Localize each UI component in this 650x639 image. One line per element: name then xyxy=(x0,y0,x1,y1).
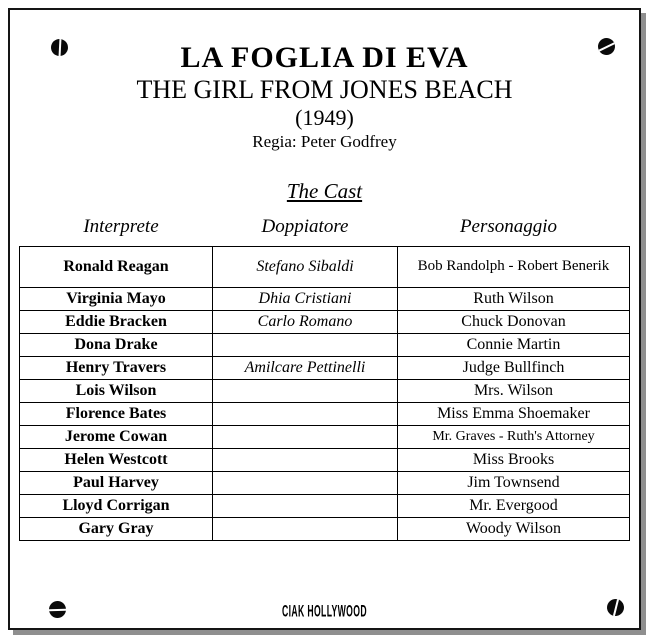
screw-bottom-right-icon xyxy=(605,597,626,618)
actor-cell: Eddie Bracken xyxy=(19,310,213,334)
dubber-cell xyxy=(212,379,398,403)
actor-cell: Florence Bates xyxy=(19,402,213,426)
table-row: Lloyd Corrigan Mr. Evergood xyxy=(19,494,630,518)
dubber-cell: Stefano Sibaldi xyxy=(212,246,398,288)
cast-column-headers: Interprete Doppiatore Personaggio xyxy=(27,216,622,238)
character-cell: Miss Emma Shoemaker xyxy=(397,402,630,426)
italian-title: LA FOGLIA DI EVA xyxy=(180,41,469,74)
cast-table: Ronald Reagan Stefano Sibaldi Bob Randol… xyxy=(19,246,630,541)
director-credit: Regia: Peter Godfrey xyxy=(252,132,397,151)
character-cell: Miss Brooks xyxy=(397,448,630,472)
character-cell: Ruth Wilson xyxy=(397,287,630,311)
column-header-doppiatore: Doppiatore xyxy=(261,216,349,237)
table-row: Florence Bates Miss Emma Shoemaker xyxy=(19,402,630,426)
dubber-cell: Carlo Romano xyxy=(212,310,398,334)
dubber-cell xyxy=(212,425,398,449)
table-row: Helen Westcott Miss Brooks xyxy=(19,448,630,472)
table-row: Paul Harvey Jim Townsend xyxy=(19,471,630,495)
actor-cell: Gary Gray xyxy=(19,517,213,541)
table-row: Henry Travers Amilcare Pettinelli Judge … xyxy=(19,356,630,380)
actor-cell: Virginia Mayo xyxy=(19,287,213,311)
table-row: Ronald Reagan Stefano Sibaldi Bob Randol… xyxy=(19,246,630,288)
table-row: Eddie Bracken Carlo Romano Chuck Donovan xyxy=(19,310,630,334)
card-frame: LA FOGLIA DI EVA THE GIRL FROM JONES BEA… xyxy=(8,8,641,630)
character-cell: Woody Wilson xyxy=(397,517,630,541)
actor-cell: Dona Drake xyxy=(19,333,213,357)
actor-cell: Jerome Cowan xyxy=(19,425,213,449)
ciak-hollywood-logo: CIAK HOLLYWOOD xyxy=(282,601,367,621)
table-row: Lois Wilson Mrs. Wilson xyxy=(19,379,630,403)
character-cell: Mr. Evergood xyxy=(397,494,630,518)
character-cell: Judge Bullfinch xyxy=(397,356,630,380)
character-cell: Connie Martin xyxy=(397,333,630,357)
release-year: (1949) xyxy=(295,105,354,130)
column-header-interprete: Interprete xyxy=(83,216,159,237)
table-row: Jerome Cowan Mr. Graves - Ruth's Attorne… xyxy=(19,425,630,449)
table-row: Virginia Mayo Dhia Cristiani Ruth Wilson xyxy=(19,287,630,311)
dubber-cell xyxy=(212,517,398,541)
cast-section-heading: The Cast xyxy=(286,179,363,203)
character-cell: Jim Townsend xyxy=(397,471,630,495)
dubber-cell xyxy=(212,333,398,357)
dubber-cell xyxy=(212,448,398,472)
actor-cell: Helen Westcott xyxy=(19,448,213,472)
actor-cell: Lois Wilson xyxy=(19,379,213,403)
character-cell: Mr. Graves - Ruth's Attorney xyxy=(397,425,630,449)
dubber-cell xyxy=(212,471,398,495)
actor-cell: Paul Harvey xyxy=(19,471,213,495)
actor-cell: Lloyd Corrigan xyxy=(19,494,213,518)
actor-cell: Ronald Reagan xyxy=(19,246,213,288)
actor-cell: Henry Travers xyxy=(19,356,213,380)
table-row: Gary Gray Woody Wilson xyxy=(19,517,630,541)
character-cell: Mrs. Wilson xyxy=(397,379,630,403)
character-cell: Chuck Donovan xyxy=(397,310,630,334)
character-cell: Bob Randolph - Robert Benerik xyxy=(397,246,630,288)
column-header-personaggio: Personaggio xyxy=(459,216,558,237)
dubber-cell: Amilcare Pettinelli xyxy=(212,356,398,380)
dubber-cell xyxy=(212,402,398,426)
screw-bottom-left-icon xyxy=(48,600,67,619)
dubber-cell: Dhia Cristiani xyxy=(212,287,398,311)
table-row: Dona Drake Connie Martin xyxy=(19,333,630,357)
original-title: THE GIRL FROM JONES BEACH xyxy=(136,75,513,104)
dubber-cell xyxy=(212,494,398,518)
